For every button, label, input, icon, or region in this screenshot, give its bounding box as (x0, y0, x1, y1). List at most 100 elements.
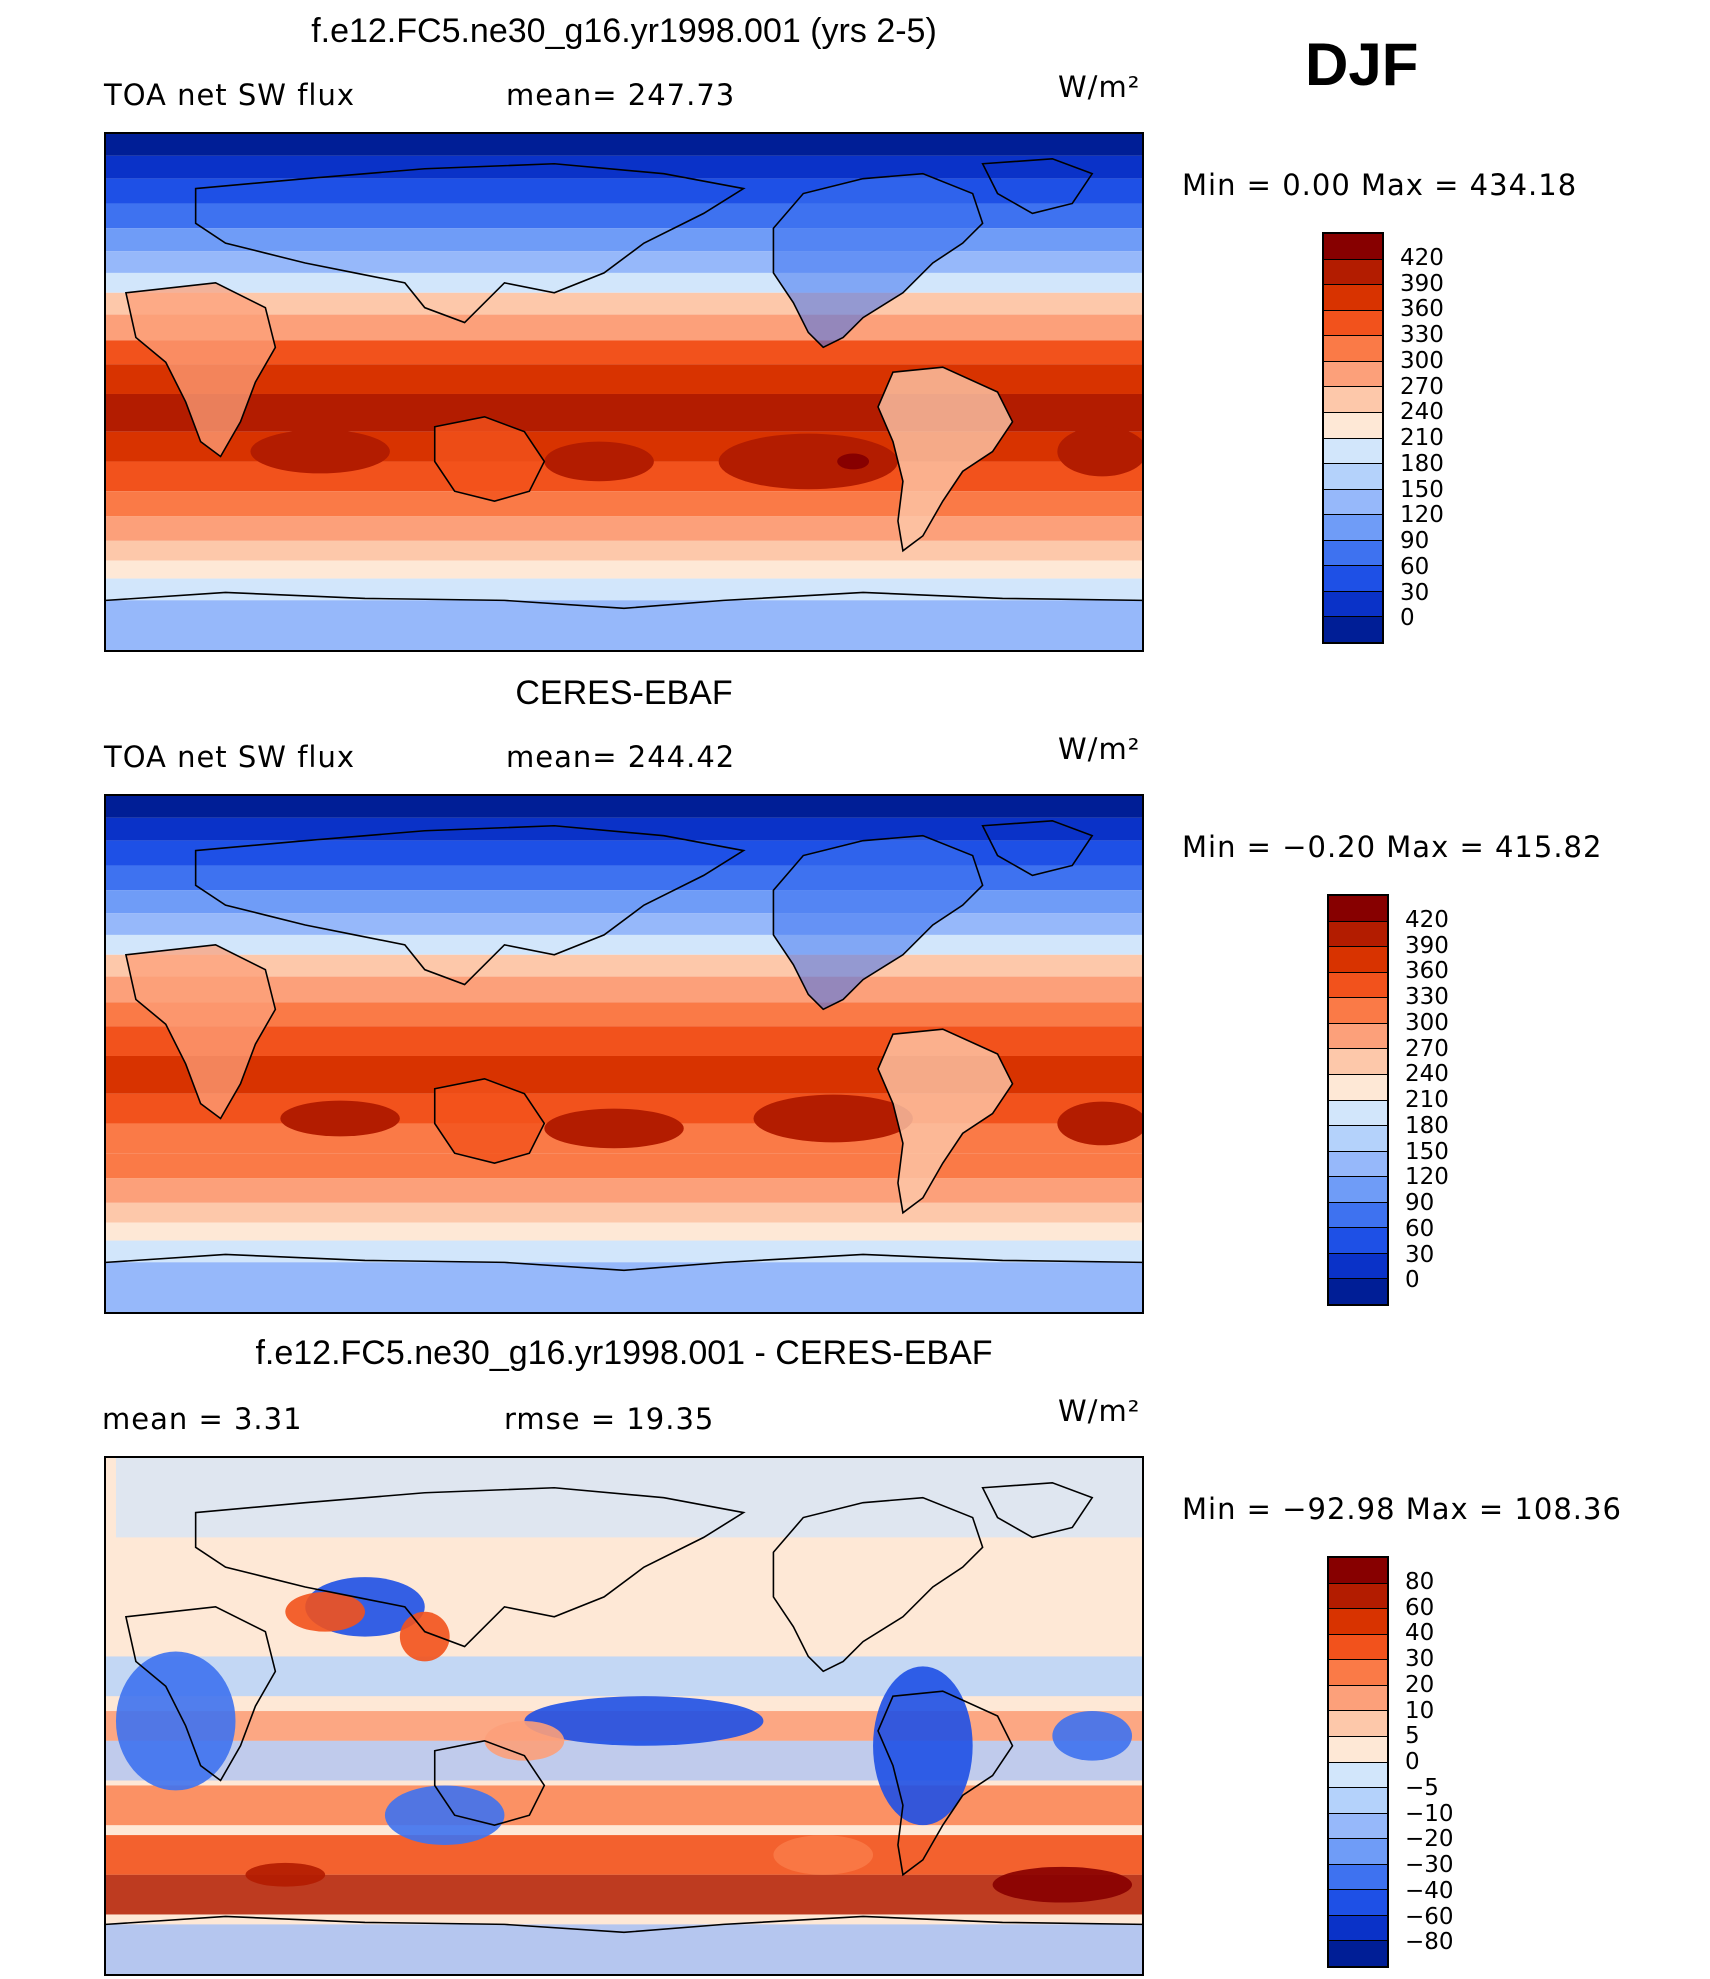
colorbar-swatch (1329, 1201, 1387, 1228)
coastline (433, 1739, 546, 1826)
colorbar-tick-label: 120 (1405, 1164, 1449, 1191)
panel-3-contour-field (106, 1458, 1142, 1974)
colorbar-tick-label: 120 (1400, 502, 1444, 529)
colorbar-tick-label: 90 (1405, 1190, 1435, 1216)
coastline (194, 824, 746, 986)
coastline (981, 1482, 1094, 1539)
colorbar-swatch (1329, 1889, 1387, 1915)
coastline (772, 172, 984, 349)
coastline (877, 366, 1014, 553)
panel-3-colorbar (1327, 1556, 1389, 1968)
coastline (877, 1690, 1014, 1877)
panel-1-units-label: W/m² (1058, 70, 1141, 104)
colorbar-tick-label: −40 (1405, 1877, 1454, 1904)
colorbar-tick-label: 240 (1400, 399, 1444, 426)
colorbar-swatch (1329, 920, 1387, 947)
colorbar-swatch (1329, 1735, 1387, 1762)
panel-2-variable-label: TOA net SW flux (104, 740, 356, 774)
colorbar-tick-label: 300 (1405, 1009, 1449, 1036)
panel-1-mean-label: mean= 247.73 (506, 78, 736, 112)
colorbar-swatch (1324, 258, 1382, 285)
colorbar-tick-label: 30 (1405, 1241, 1435, 1268)
colorbar-swatch (1329, 1227, 1387, 1253)
panel-2-map (104, 794, 1144, 1314)
coastline (124, 944, 277, 1120)
panel-3-title: f.e12.FC5.ne30_g16.yr1998.001 - CERES-EB… (255, 1334, 993, 1372)
colorbar-swatch (1324, 488, 1382, 515)
panel-2-contour-field (106, 796, 1142, 1312)
panel-3-map (104, 1456, 1144, 1976)
colorbar-swatch (1329, 1125, 1387, 1151)
season-label: DJF (1305, 31, 1419, 98)
colorbar-tick-label: −60 (1405, 1903, 1454, 1930)
panel-3-rmse-label: rmse = 19.35 (504, 1402, 715, 1436)
colorbar-tick-label: 10 (1405, 1697, 1435, 1724)
colorbar-swatch (1329, 1633, 1387, 1660)
colorbar-tick-label: 30 (1405, 1646, 1435, 1672)
colorbar-swatch (1329, 1710, 1387, 1736)
coastline (124, 1606, 277, 1782)
colorbar-swatch (1329, 1812, 1387, 1839)
colorbar-tick-label: −30 (1405, 1852, 1454, 1878)
colorbar-tick-label: 360 (1405, 958, 1449, 985)
colorbar-swatch (1329, 1176, 1387, 1202)
colorbar-swatch (1324, 590, 1382, 617)
colorbar-swatch (1324, 335, 1382, 361)
colorbar-swatch (1329, 1787, 1387, 1813)
colorbar-swatch (1324, 616, 1382, 642)
colorbar-tick-label: 30 (1400, 579, 1430, 606)
colorbar-tick-label: 360 (1400, 296, 1444, 323)
colorbar-tick-label: 270 (1405, 1035, 1449, 1062)
colorbar-tick-label: 240 (1405, 1061, 1449, 1088)
colorbar-swatch (1324, 539, 1382, 566)
coastline (981, 820, 1094, 877)
colorbar-tick-label: 180 (1400, 450, 1444, 477)
panel-1-contour-field (106, 134, 1142, 650)
colorbar-swatch (1329, 1252, 1387, 1279)
colorbar-swatch (1329, 997, 1387, 1023)
coastline (433, 415, 546, 502)
colorbar-tick-label: 0 (1405, 1749, 1420, 1775)
colorbar-tick-label: −5 (1405, 1774, 1439, 1801)
colorbar-swatch (1329, 1073, 1387, 1100)
colorbar-tick-label: 60 (1405, 1215, 1435, 1242)
colorbar-swatch (1324, 411, 1382, 438)
colorbar-swatch (1329, 1608, 1387, 1634)
colorbar-swatch (1329, 1558, 1387, 1583)
colorbar-swatch (1329, 971, 1387, 998)
coastline (194, 1486, 746, 1648)
panel-1-map (104, 132, 1144, 652)
colorbar-swatch (1329, 896, 1387, 921)
colorbar-swatch (1329, 1278, 1387, 1304)
coastline (433, 1077, 546, 1164)
colorbar-swatch (1329, 1761, 1387, 1788)
colorbar-swatch (1324, 386, 1382, 412)
panel-1-title: f.e12.FC5.ne30_g16.yr1998.001 (yrs 2-5) (311, 12, 937, 50)
panel-2-title: CERES-EBAF (515, 674, 733, 712)
coastline (877, 1028, 1014, 1215)
colorbar-tick-label: −20 (1405, 1826, 1454, 1853)
colorbar-swatch (1329, 1582, 1387, 1609)
colorbar-tick-label: 390 (1405, 932, 1449, 959)
colorbar-swatch (1329, 1914, 1387, 1941)
colorbar-swatch (1324, 284, 1382, 310)
panel-1-variable-label: TOA net SW flux (104, 78, 356, 112)
colorbar-swatch (1329, 1099, 1387, 1126)
colorbar-tick-label: 150 (1405, 1138, 1449, 1165)
colorbar-tick-label: 0 (1405, 1267, 1420, 1294)
colorbar-swatch (1329, 1838, 1387, 1864)
colorbar-swatch (1324, 463, 1382, 489)
colorbar-swatch (1329, 1940, 1387, 1966)
colorbar-swatch (1324, 514, 1382, 540)
panel-1-minmax: Min = 0.00 Max = 434.18 (1182, 168, 1578, 202)
coastline (106, 591, 1142, 610)
colorbar-tick-label: 90 (1400, 528, 1430, 554)
colorbar-tick-label: 330 (1405, 984, 1449, 1010)
panel-3-minmax: Min = −92.98 Max = 108.36 (1182, 1492, 1622, 1526)
colorbar-tick-label: 300 (1400, 347, 1444, 374)
coastline (106, 1253, 1142, 1272)
panel-3-units-label: W/m² (1058, 1394, 1141, 1428)
colorbar-tick-label: 80 (1405, 1568, 1435, 1595)
colorbar-tick-label: 390 (1400, 270, 1444, 297)
colorbar-swatch (1324, 360, 1382, 387)
